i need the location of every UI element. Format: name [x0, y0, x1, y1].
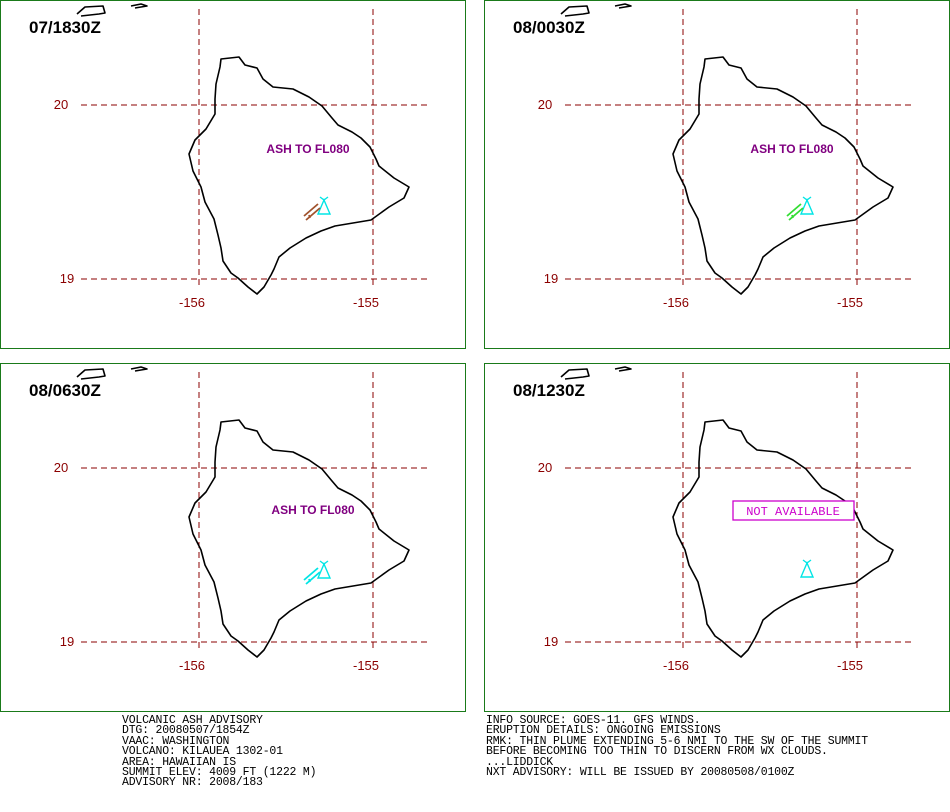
volcano-marker — [316, 560, 332, 579]
map-panel-3: 20 19 -156 -155 ASH TO FL080 08/0630Z — [0, 363, 466, 712]
coastline — [560, 366, 894, 658]
lat-lon-grid — [565, 372, 915, 652]
coastline — [76, 3, 410, 295]
lat-label-20: 20 — [538, 97, 552, 112]
coastline — [560, 3, 894, 295]
advisory-text-left: VOLCANIC ASH ADVISORY DTG: 20080507/1854Z… — [122, 714, 317, 790]
lon-label-155: -155 — [353, 658, 379, 673]
ash-plume — [786, 203, 804, 221]
advisory-line: RMK: THIN PLUME EXTENDING 5-6 NMI TO THE… — [486, 734, 868, 748]
lat-lon-grid — [565, 9, 915, 289]
lat-label-19: 19 — [60, 634, 74, 649]
ash-altitude-label: ASH TO FL080 — [750, 142, 833, 156]
map-panel-1: 20 19 -156 -155 ASH TO FL080 07/1830Z — [0, 0, 466, 349]
lon-label-155: -155 — [353, 295, 379, 310]
panel-time-label: 08/1230Z — [513, 381, 585, 400]
big-island-coast — [672, 56, 894, 295]
coastline — [76, 366, 410, 658]
ash-altitude-label: ASH TO FL080 — [271, 503, 354, 517]
lat-lon-grid — [81, 372, 431, 652]
volcano-marker — [799, 196, 815, 215]
advisory-line: VOLCANIC ASH ADVISORY — [122, 714, 263, 727]
lon-label-155: -155 — [837, 658, 863, 673]
lat-label-20: 20 — [54, 460, 68, 475]
not-available-box — [732, 500, 855, 521]
advisory-line: ...LIDDICK — [486, 755, 554, 769]
island-coast-fragment — [130, 3, 148, 9]
maui-coast-fragment — [560, 368, 590, 380]
advisory-line: AREA: HAWAIIAN IS — [122, 755, 236, 769]
panel-time-label: 08/0030Z — [513, 18, 585, 37]
lat-label-20: 20 — [54, 97, 68, 112]
map-canvas: 20 19 -156 -155 ASH TO FL080 — [538, 3, 915, 310]
advisory-line: INFO SOURCE: GOES-11. GFS WINDS. — [486, 714, 701, 727]
advisory-text-right: INFO SOURCE: GOES-11. GFS WINDS. ERUPTION… — [486, 714, 868, 779]
lat-label-19: 19 — [60, 271, 74, 286]
not-available-label: NOT AVAILABLE — [746, 505, 840, 519]
advisory-line: NXT ADVISORY: WILL BE ISSUED BY 20080508… — [486, 765, 795, 779]
maui-coast-fragment — [76, 5, 106, 17]
advisory-line: ERUPTION DETAILS: ONGOING EMISSIONS — [486, 724, 721, 738]
advisory-line: SUMMIT ELEV: 4009 FT (1222 M) — [122, 765, 317, 779]
lon-label-156: -156 — [179, 658, 205, 673]
island-coast-fragment — [614, 3, 632, 9]
island-coast-fragment — [614, 366, 632, 372]
lat-label-20: 20 — [538, 460, 552, 475]
lon-label-156: -156 — [179, 295, 205, 310]
map-canvas: 20 19 -156 -155 ASH TO FL080 — [54, 3, 431, 310]
advisory-line: DTG: 20080507/1854Z — [122, 724, 250, 738]
lat-label-19: 19 — [544, 271, 558, 286]
lon-label-155: -155 — [837, 295, 863, 310]
lon-label-156: -156 — [663, 295, 689, 310]
ash-altitude-label: ASH TO FL080 — [266, 142, 349, 156]
lat-label-19: 19 — [544, 634, 558, 649]
map-canvas: 20 19 -156 -155 ASH TO FL080 — [54, 366, 431, 673]
maui-coast-fragment — [76, 368, 106, 380]
big-island-coast — [188, 419, 410, 658]
big-island-coast — [672, 419, 894, 658]
advisory-line: ADVISORY NR: 2008/183 — [122, 776, 263, 790]
ash-plume — [303, 567, 321, 585]
volcano-marker — [316, 196, 332, 215]
advisory-line: BEFORE BECOMING TOO THIN TO DISCERN FROM… — [486, 745, 828, 759]
map-panel-2: 20 19 -156 -155 ASH TO FL080 08/0030Z — [484, 0, 950, 349]
big-island-coast — [188, 56, 410, 295]
map-canvas: 20 19 -156 -155 NOT AVAILABLE — [538, 366, 915, 673]
maui-coast-fragment — [560, 5, 590, 17]
island-coast-fragment — [130, 366, 148, 372]
lat-lon-grid — [81, 9, 431, 289]
panel-time-label: 07/1830Z — [29, 18, 101, 37]
lon-label-156: -156 — [663, 658, 689, 673]
volcano-marker — [799, 559, 815, 578]
advisory-line: VOLCANO: KILAUEA 1302-01 — [122, 745, 283, 759]
ash-plume — [303, 203, 321, 221]
advisory-line: VAAC: WASHINGTON — [122, 734, 230, 748]
panel-time-label: 08/0630Z — [29, 381, 101, 400]
map-panel-4: 20 19 -156 -155 NOT AVAILABLE 08/1230Z — [484, 363, 950, 712]
